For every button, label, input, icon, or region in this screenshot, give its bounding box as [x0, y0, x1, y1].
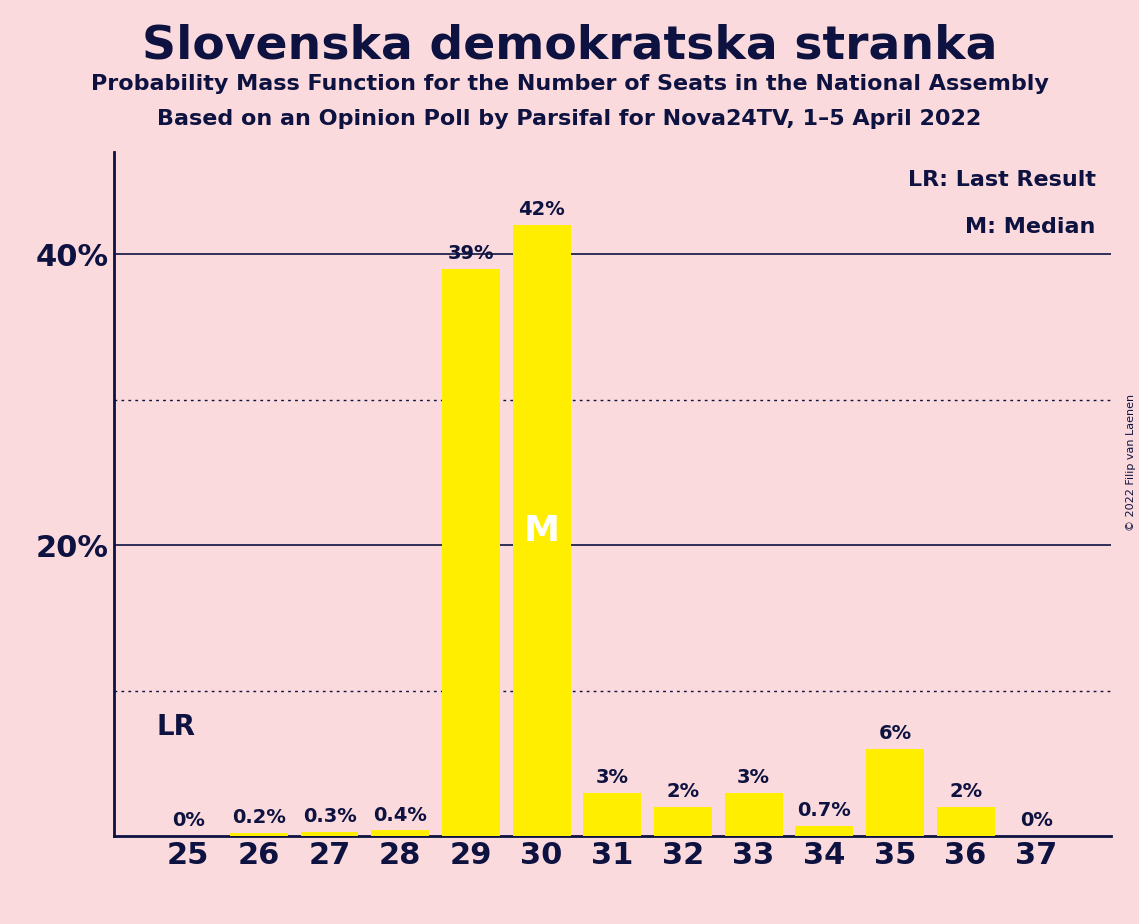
Text: 39%: 39% — [448, 244, 494, 263]
Text: 6%: 6% — [878, 724, 911, 743]
Text: Based on an Opinion Poll by Parsifal for Nova24TV, 1–5 April 2022: Based on an Opinion Poll by Parsifal for… — [157, 109, 982, 129]
Bar — [866, 749, 924, 836]
Text: 0.2%: 0.2% — [232, 808, 286, 828]
Bar — [371, 831, 429, 836]
Text: 3%: 3% — [596, 768, 629, 786]
Text: 0%: 0% — [1019, 811, 1052, 831]
Text: 3%: 3% — [737, 768, 770, 786]
Bar — [301, 832, 359, 836]
Text: 0.7%: 0.7% — [797, 801, 851, 821]
Bar — [583, 793, 641, 836]
Text: LR: Last Result: LR: Last Result — [908, 170, 1096, 189]
Text: Probability Mass Function for the Number of Seats in the National Assembly: Probability Mass Function for the Number… — [91, 74, 1048, 94]
Bar — [442, 269, 500, 836]
Text: 0.4%: 0.4% — [374, 806, 427, 824]
Bar — [654, 808, 712, 836]
Bar — [513, 225, 571, 836]
Text: © 2022 Filip van Laenen: © 2022 Filip van Laenen — [1126, 394, 1136, 530]
Text: 0%: 0% — [172, 811, 205, 831]
Bar — [724, 793, 782, 836]
Text: LR: LR — [156, 713, 196, 741]
Text: 2%: 2% — [666, 783, 699, 801]
Text: M: Median: M: Median — [965, 217, 1096, 237]
Text: M: M — [524, 514, 559, 548]
Bar — [936, 808, 994, 836]
Text: Slovenska demokratska stranka: Slovenska demokratska stranka — [141, 23, 998, 68]
Text: 0.3%: 0.3% — [303, 807, 357, 826]
Bar — [230, 833, 288, 836]
Bar — [795, 826, 853, 836]
Text: 2%: 2% — [949, 783, 982, 801]
Text: 42%: 42% — [518, 201, 565, 219]
